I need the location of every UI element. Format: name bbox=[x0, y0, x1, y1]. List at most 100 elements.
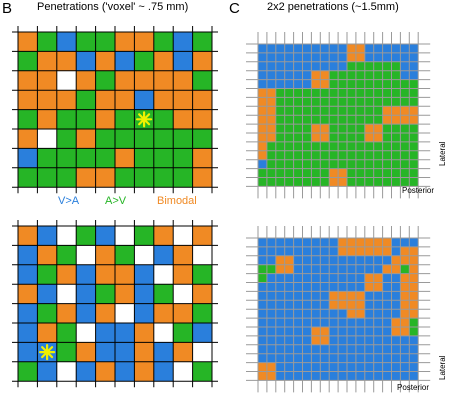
cell-av bbox=[329, 70, 339, 80]
cell-av bbox=[347, 133, 356, 142]
cell-av bbox=[320, 88, 330, 98]
cell-va bbox=[364, 264, 374, 274]
cell-va bbox=[338, 273, 347, 283]
cell-va bbox=[275, 318, 285, 327]
cell-va bbox=[115, 51, 135, 71]
cell-bimodal bbox=[338, 246, 347, 256]
cell-va bbox=[266, 335, 276, 345]
cell-va bbox=[258, 300, 267, 310]
cell-va bbox=[373, 318, 383, 327]
cell-bimodal bbox=[95, 245, 115, 265]
cell-va bbox=[320, 353, 330, 363]
cell-va bbox=[134, 264, 154, 285]
cell-va bbox=[338, 282, 347, 292]
cell-av bbox=[338, 124, 347, 133]
cell-va bbox=[275, 335, 285, 345]
cell-bimodal bbox=[364, 246, 374, 256]
cell-bimodal bbox=[173, 303, 193, 323]
cell-va bbox=[391, 44, 401, 53]
cell-bimodal bbox=[258, 97, 267, 107]
cell-va bbox=[311, 273, 321, 283]
cell-bimodal bbox=[400, 291, 410, 301]
cell-va bbox=[364, 362, 374, 372]
cell-empty bbox=[76, 245, 96, 265]
cell-va bbox=[293, 318, 303, 327]
cell-va bbox=[266, 353, 276, 363]
cell-av bbox=[382, 97, 392, 107]
cell-va bbox=[293, 70, 303, 80]
cell-av bbox=[347, 150, 356, 160]
cell-va bbox=[293, 327, 303, 336]
cell-va bbox=[391, 335, 401, 345]
cell-bimodal bbox=[76, 129, 96, 149]
cell-av bbox=[382, 168, 392, 178]
cell-av bbox=[347, 124, 356, 133]
cell-va bbox=[258, 344, 267, 354]
cell-empty bbox=[173, 226, 193, 246]
cell-bimodal bbox=[400, 327, 410, 336]
cell-bimodal bbox=[173, 342, 193, 362]
cell-av bbox=[320, 141, 330, 151]
cell-bimodal bbox=[284, 255, 294, 265]
cell-va bbox=[293, 291, 303, 301]
cell-av bbox=[37, 148, 57, 168]
cell-av bbox=[37, 32, 57, 52]
cell-va bbox=[338, 353, 347, 363]
cell-va bbox=[284, 246, 294, 256]
cell-av bbox=[258, 264, 267, 274]
cell-va bbox=[409, 335, 419, 345]
cell-va bbox=[409, 238, 419, 247]
cell-va bbox=[364, 318, 374, 327]
cell-av bbox=[409, 133, 419, 142]
cell-av bbox=[311, 159, 321, 169]
cell-av bbox=[293, 88, 303, 98]
cell-av bbox=[95, 148, 115, 168]
cell-av bbox=[338, 79, 347, 89]
cell-av bbox=[258, 177, 267, 187]
cell-va bbox=[391, 246, 401, 256]
cell-av bbox=[391, 150, 401, 160]
cell-va bbox=[95, 342, 115, 362]
cell-av bbox=[320, 150, 330, 160]
cell-bimodal bbox=[275, 264, 285, 274]
cell-bimodal bbox=[95, 361, 115, 382]
cell-av bbox=[275, 106, 285, 116]
cell-va bbox=[311, 318, 321, 327]
cell-bimodal bbox=[258, 115, 267, 125]
cell-av bbox=[258, 273, 267, 283]
cell-av bbox=[293, 141, 303, 151]
cell-av bbox=[266, 177, 276, 187]
cell-bimodal bbox=[409, 115, 419, 125]
cell-va bbox=[329, 273, 339, 283]
cell-va bbox=[382, 318, 392, 327]
cell-va bbox=[258, 335, 267, 345]
cell-va bbox=[302, 362, 312, 372]
cell-va bbox=[364, 309, 374, 319]
cell-va bbox=[302, 273, 312, 283]
cell-va bbox=[293, 52, 303, 62]
cell-bimodal bbox=[266, 362, 276, 372]
cell-va bbox=[302, 61, 312, 71]
cell-av bbox=[302, 124, 312, 133]
cell-bimodal bbox=[400, 273, 410, 283]
cell-va bbox=[409, 52, 419, 62]
cell-av bbox=[373, 159, 383, 169]
cell-av bbox=[293, 124, 303, 133]
cell-bimodal bbox=[391, 115, 401, 125]
cell-va bbox=[302, 291, 312, 301]
cell-va bbox=[311, 282, 321, 292]
cell-bimodal bbox=[391, 264, 401, 274]
cell-va bbox=[37, 361, 57, 382]
cell-av bbox=[284, 150, 294, 160]
legend-av: A>V bbox=[105, 195, 127, 207]
cell-va bbox=[329, 255, 339, 265]
cell-av bbox=[355, 88, 365, 98]
cell-bimodal bbox=[400, 255, 410, 265]
cell-bimodal bbox=[173, 264, 193, 285]
cell-va bbox=[355, 255, 365, 265]
cell-va bbox=[347, 371, 356, 381]
cell-va bbox=[284, 309, 294, 319]
cell-bimodal bbox=[338, 291, 347, 301]
cell-bimodal bbox=[320, 70, 330, 80]
cell-va bbox=[275, 344, 285, 354]
